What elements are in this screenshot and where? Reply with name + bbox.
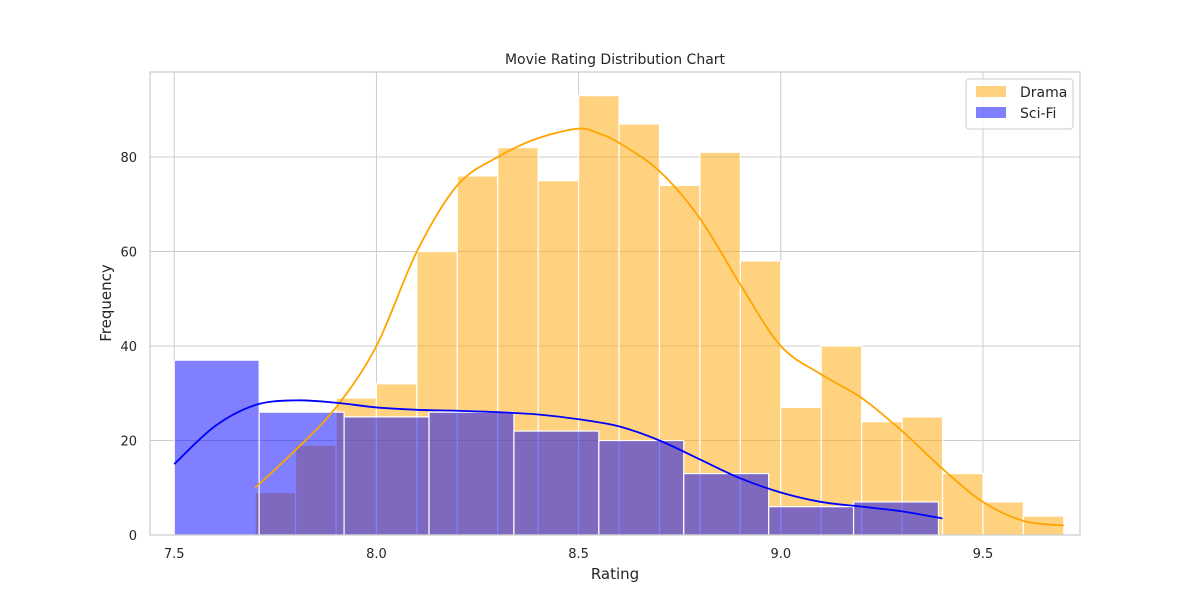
kde-line-sci-fi [173, 399, 943, 520]
x-tick-label: 7.5 [164, 547, 185, 562]
x-axis-label: Rating [591, 565, 639, 583]
y-tick-label: 60 [120, 246, 137, 261]
plot-frame [149, 71, 1081, 536]
histogram-bar [258, 411, 345, 536]
x-tick-label: 9.5 [973, 547, 994, 562]
y-tick-labels: 0 20 40 60 80 [120, 151, 137, 544]
legend-label-drama: Drama [1020, 85, 1067, 101]
histogram-bar [343, 416, 430, 536]
y-tick-label: 80 [120, 151, 137, 166]
kde-line-drama [254, 127, 1064, 527]
legend: Drama Sci-Fi [965, 78, 1074, 130]
kde-curves [173, 127, 1064, 527]
y-tick-label: 0 [129, 529, 137, 544]
histogram-bar [173, 359, 260, 536]
histogram-bar [941, 472, 984, 536]
histogram-bar [598, 439, 685, 536]
legend-swatch-drama [976, 86, 1006, 97]
histogram-bar [699, 151, 741, 536]
x-tick-label: 8.0 [366, 547, 387, 562]
histogram-bars [173, 95, 1065, 536]
x-tick-label: 8.5 [568, 547, 589, 562]
chart-title: Movie Rating Distribution Chart [505, 52, 726, 68]
histogram-bar [513, 430, 600, 536]
histogram-bar [768, 506, 855, 536]
y-axis-label: Frequency [97, 264, 115, 342]
legend-label-sci-fi: Sci-Fi [1020, 106, 1056, 122]
histogram-bar [428, 411, 515, 536]
x-tick-labels: 7.5 8.0 8.5 9.0 9.5 [164, 547, 993, 562]
y-tick-label: 20 [120, 435, 137, 450]
histogram-bar [683, 472, 770, 536]
y-tick-label: 40 [120, 340, 137, 355]
legend-swatch-sci-fi [976, 107, 1006, 118]
x-tick-label: 9.0 [770, 547, 791, 562]
